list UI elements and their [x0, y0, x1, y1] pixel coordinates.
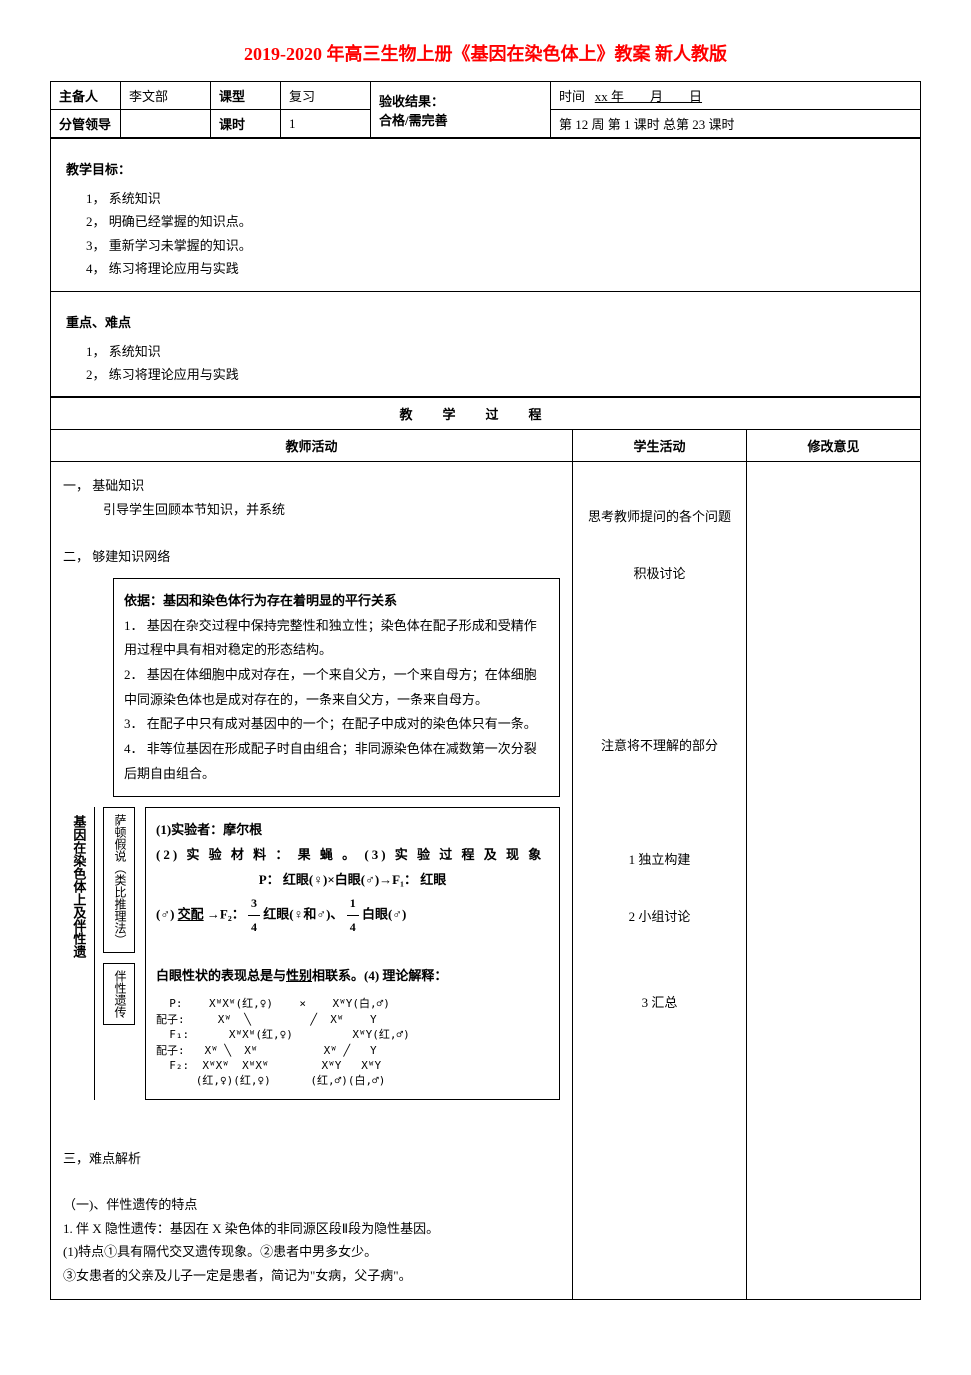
exp4: 白眼性状的表现总是与性别相联系。(4) 理论解释： [156, 964, 549, 989]
organizer-label: 主备人 [51, 82, 121, 110]
student-col-header: 学生活动 [573, 430, 747, 462]
exp3b-mid: →F₂： [207, 907, 245, 922]
evidence-box: 依据：基因和染色体行为存在着明显的平行关系 1． 基因在杂交过程中保持完整性和独… [113, 578, 560, 798]
exp3b-white: 白眼(♂) [362, 907, 406, 922]
process-header: 教学过程 [51, 398, 921, 430]
goal-item: 3， 重新学习未掌握的知识。 [86, 234, 905, 257]
revise-col-header: 修改意见 [747, 430, 921, 462]
keypoint-item: 1， 系统知识 [86, 340, 905, 363]
sub-boxes: 萨顿假说（类比推理法） 伴性遗传 [103, 807, 135, 1099]
keypoints-header: 重点、难点 [66, 310, 905, 336]
leader-label: 分管领导 [51, 110, 121, 138]
period-label: 课时 [211, 110, 281, 138]
keypoint-item: 2， 练习将理论应用与实践 [86, 363, 905, 386]
sec1-title: 一， 基础知识 [63, 474, 560, 497]
sub-box-sutton: 萨顿假说（类比推理法） [103, 807, 135, 953]
student-content: 思考教师提问的各个问题 积极讨论 注意将不理解的部分 1 独立构建 2 小组讨论… [573, 462, 747, 1300]
goal-item: 2， 明确已经掌握的知识点。 [86, 210, 905, 233]
exp3b: (♂) 交配 →F₂： 34 红眼(♀和♂)、 14 白眼(♂) [156, 892, 549, 939]
box1-header: 依据：基因和染色体行为存在着明显的平行关系 [124, 589, 549, 614]
exp2: (2) 实 验 材 料 ： 果 蝇 。 (3) 实 验 过 程 及 现 象 [156, 843, 549, 868]
student-note: 积极讨论 [585, 560, 734, 589]
student-note: 1 独立构建 [585, 846, 734, 875]
sub-box-sexlinked: 伴性遗传 [103, 963, 135, 1025]
exp3b-cross: 交配 [178, 907, 204, 922]
point1a: (1)特点①具有隔代交叉遗传现象。②患者中男多女少。 [63, 1240, 560, 1263]
exp4-u: 性别 [286, 968, 312, 983]
exp3a: P： 红眼(♀)×白眼(♂)→F₁： 红眼 [156, 868, 549, 893]
fraction-icon: 34 [248, 892, 260, 939]
week-info: 第 12 周 第 1 课时 总第 23 课时 [551, 110, 921, 138]
time-cell: 时间 xx 年____月____日 [551, 82, 921, 110]
exp4-after: 相联系。(4) 理论解释： [312, 968, 447, 983]
page-title: 2019-2020 年高三生物上册《基因在染色体上》教案 新人教版 [50, 40, 921, 66]
period-value: 1 [281, 110, 371, 138]
fraction-icon: 14 [347, 892, 359, 939]
type-label: 课型 [211, 82, 281, 110]
revise-content [747, 462, 921, 1300]
box1-item: 1． 基因在杂交过程中保持完整性和独立性；染色体在配子形成和受精作用过程中具有相… [124, 614, 549, 663]
result-value: 合格/需完善 [379, 113, 448, 128]
goal-item: 4， 练习将理论应用与实践 [86, 257, 905, 280]
point1b: ③女患者的父亲及儿子一定是患者，简记为"女病，父子病"。 [63, 1264, 560, 1287]
goal-item: 1， 系统知识 [86, 187, 905, 210]
result-cell: 验收结果： 合格/需完善 [371, 82, 551, 138]
time-label: 时间 [559, 89, 585, 104]
teacher-col-header: 教师活动 [51, 430, 573, 462]
process-table: 教学过程 教师活动 学生活动 修改意见 一， 基础知识 引导学生回顾本节知识，并… [50, 397, 921, 1300]
point1: 1. 伴 X 隐性遗传：基因在 X 染色体的非同源区段Ⅱ段为隐性基因。 [63, 1217, 560, 1240]
sub-header: （一)、伴性遗传的特点 [63, 1193, 560, 1216]
sec2-title: 二， 够建知识网络 [63, 545, 560, 568]
sec1-body: 引导学生回顾本节知识，并系统 [103, 498, 560, 521]
box1-item: 3． 在配子中只有成对基因中的一个；在配子中成对的染色体只有一条。 [124, 712, 549, 737]
vertical-label: 基因在染色体上及伴性遗 [63, 807, 95, 1099]
exp4-pre: 白眼性状的表现总是与 [156, 968, 286, 983]
concept-container: 基因在染色体上及伴性遗 萨顿假说（类比推理法） 伴性遗传 (1)实验者：摩尔根 … [63, 807, 560, 1099]
goals-table: 教学目标： 1， 系统知识 2， 明确已经掌握的知识点。 3， 重新学习未掌握的… [50, 138, 921, 397]
result-label: 验收结果： [379, 94, 444, 109]
sec3-title: 三，难点解析 [63, 1147, 560, 1170]
exp3b-prefix: (♂) [156, 907, 174, 922]
goals-cell: 教学目标： 1， 系统知识 2， 明确已经掌握的知识点。 3， 重新学习未掌握的… [51, 139, 921, 292]
box1-item: 2． 基因在体细胞中成对存在，一个来自父方，一个来自母方；在体细胞中同源染色体也… [124, 663, 549, 712]
experiment-box: (1)实验者：摩尔根 (2) 实 验 材 料 ： 果 蝇 。 (3) 实 验 过… [145, 807, 560, 1099]
leader-value [121, 110, 211, 138]
teacher-content: 一， 基础知识 引导学生回顾本节知识，并系统 二， 够建知识网络 依据：基因和染… [51, 462, 573, 1300]
box1-item: 4． 非等位基因在形成配子时自由组合；非同源染色体在减数第一次分裂后期自由组合。 [124, 737, 549, 786]
exp3b-red: 红眼(♀和♂)、 [263, 907, 343, 922]
organizer-value: 李文部 [121, 82, 211, 110]
cross-diagram: P: XᵂXᵂ(红,♀) × XᵂY(白,♂) 配子: Xᵂ ╲ ╱ Xᵂ Y … [156, 996, 549, 1088]
goals-header: 教学目标： [66, 157, 905, 183]
time-value: xx 年____月____日 [595, 89, 702, 104]
student-note: 注意将不理解的部分 [585, 732, 734, 761]
student-note: 3 汇总 [585, 989, 734, 1018]
header-table: 主备人 李文部 课型 复习 验收结果： 合格/需完善 时间 xx 年____月_… [50, 81, 921, 138]
student-note: 思考教师提问的各个问题 [585, 503, 734, 532]
type-value: 复习 [281, 82, 371, 110]
student-note: 2 小组讨论 [585, 903, 734, 932]
exp1: (1)实验者：摩尔根 [156, 818, 549, 843]
keypoints-cell: 重点、难点 1， 系统知识 2， 练习将理论应用与实践 [51, 291, 921, 397]
